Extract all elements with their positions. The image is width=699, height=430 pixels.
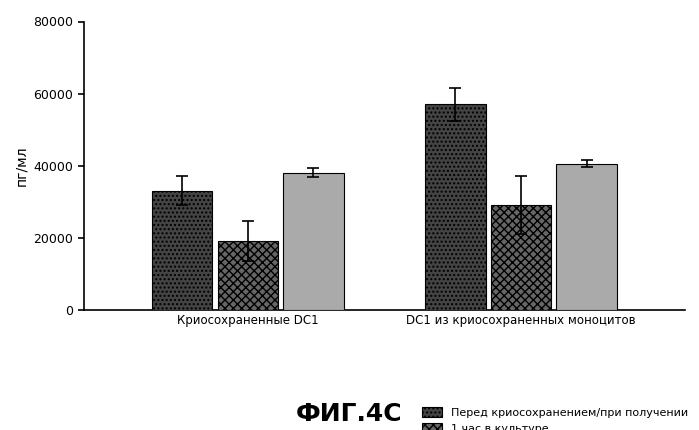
Bar [217, 241, 278, 310]
Bar [491, 205, 552, 310]
Bar [152, 191, 212, 310]
Text: ФИГ.4С: ФИГ.4С [296, 402, 403, 426]
Y-axis label: пг/мл: пг/мл [14, 145, 28, 186]
Bar [425, 104, 486, 310]
Bar [283, 173, 344, 310]
Bar [556, 164, 617, 310]
Legend: Перед криосохранением/при получении, 1 час в культуре, 3 часа в культуре: Перед криосохранением/при получении, 1 ч… [419, 404, 691, 430]
